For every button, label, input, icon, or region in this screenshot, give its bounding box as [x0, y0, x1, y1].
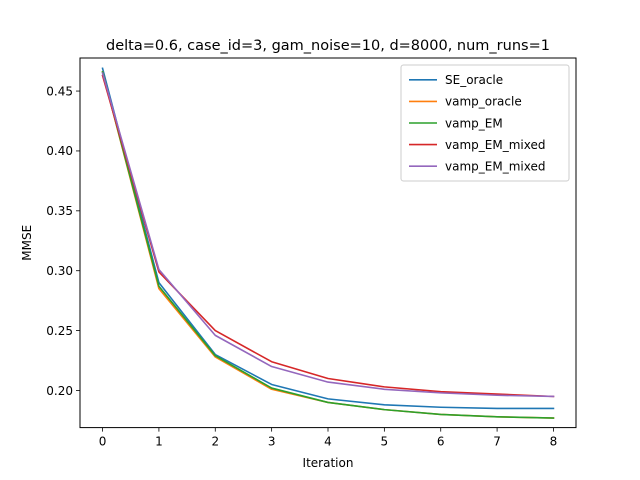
y-tick-label: 0.40 — [46, 144, 73, 158]
x-axis: 0 1 2 3 4 5 6 7 8 — [99, 427, 558, 449]
series-line-4 — [101, 72, 555, 398]
x-tick-label: 1 — [155, 435, 163, 449]
y-tick-label: 0.25 — [46, 324, 73, 338]
x-tick-label: 5 — [381, 435, 389, 449]
series-line-0 — [101, 67, 555, 410]
series-line-2 — [101, 70, 555, 419]
legend-label: vamp_EM — [445, 116, 503, 130]
x-tick-label: 6 — [437, 435, 445, 449]
x-axis-label: Iteration — [303, 456, 354, 470]
x-tick-label: 0 — [99, 435, 107, 449]
y-tick-label: 0.35 — [46, 204, 73, 218]
plot-lines — [101, 67, 555, 419]
x-tick-label: 2 — [211, 435, 219, 449]
y-tick-label: 0.45 — [46, 84, 73, 98]
legend-label: vamp_EM_mixed — [445, 138, 545, 152]
x-tick-label: 7 — [493, 435, 501, 449]
legend: SE_oracle vamp_oracle vamp_EM vamp_EM_mixed… — [400, 64, 570, 182]
y-axis-label: MMSE — [20, 225, 34, 261]
legend-box — [400, 64, 570, 182]
x-tick-label: 8 — [550, 435, 558, 449]
legend-label: vamp_oracle — [445, 95, 522, 109]
legend-label: vamp_EM_mixed — [445, 160, 545, 174]
chart-title: delta=0.6, case_id=3, gam_noise=10, d=80… — [106, 38, 550, 54]
x-tick-label: 4 — [324, 435, 332, 449]
x-tick-label: 3 — [268, 435, 276, 449]
y-tick-label: 0.30 — [46, 264, 73, 278]
y-tick-label: 0.20 — [46, 384, 73, 398]
y-axis: 0.20 0.25 0.30 0.35 0.40 0.45 — [46, 84, 80, 398]
legend-label: SE_oracle — [445, 73, 503, 87]
